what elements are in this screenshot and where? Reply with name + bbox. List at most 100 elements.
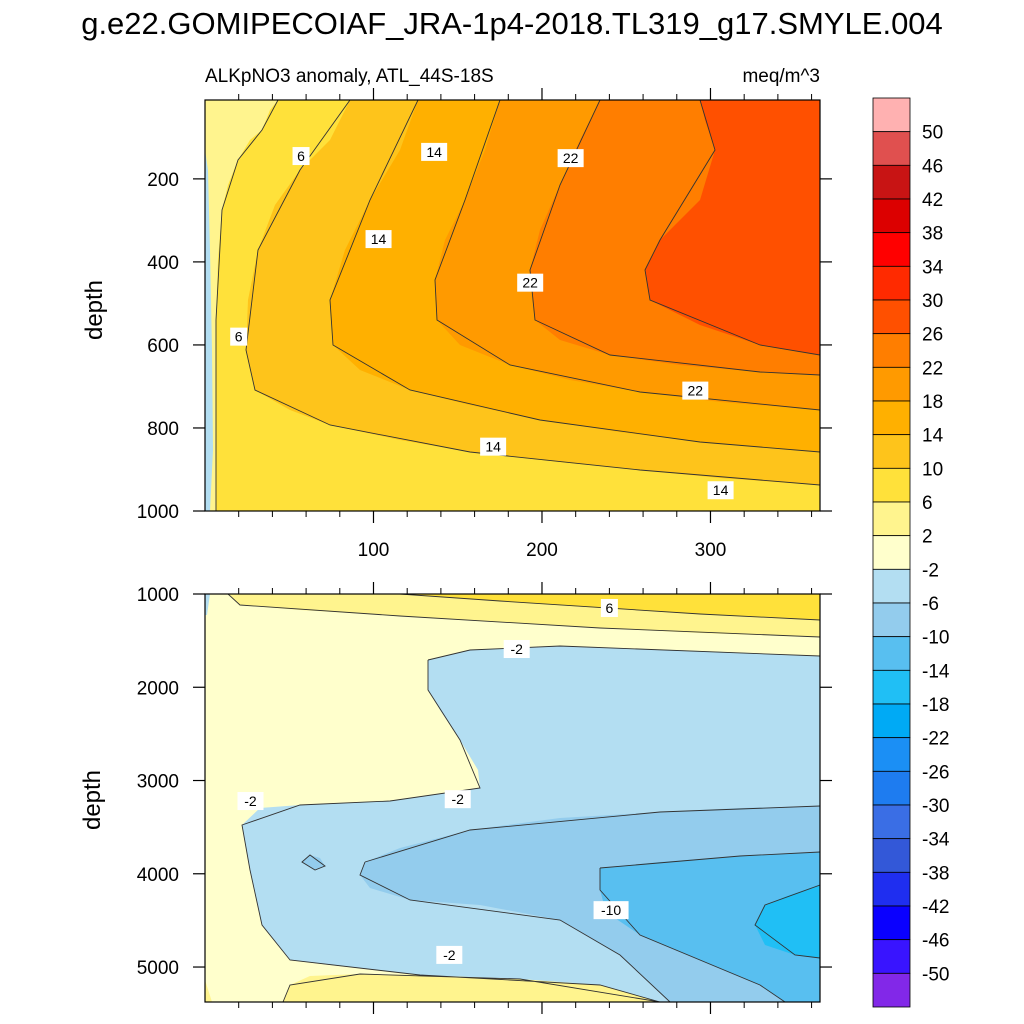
upper-contour-labels: 6 14 22 14 22 6 22 14 14 [230,142,734,500]
upper-axis-ticks: 200 400 600 800 1000 100 200 300 [137,88,832,561]
contour-label-box [421,142,448,161]
contour-label: -10 [601,902,621,918]
y-tick-label: 4000 [137,865,179,886]
contour-label: 22 [563,150,579,166]
colorbar-tick-label: -18 [922,695,949,716]
contour-label: 14 [426,144,442,160]
colorbar-swatch [872,602,911,638]
lower-fill-neg14-neg18 [755,885,820,958]
colorbar-tick-label: 2 [922,527,933,548]
colorbar-tick-label: -46 [922,931,949,952]
colorbar-swatch [872,434,911,469]
y-tick-label: 400 [147,253,179,274]
colorbar-swatch [872,905,911,941]
colorbar-tick-label: -42 [922,897,949,918]
x-tick-label: 100 [358,540,390,561]
colorbar-swatch [872,131,911,166]
colorbar-tick-label: 42 [922,190,943,211]
y-tick-label: 2000 [137,678,179,699]
upper-fill-neg-2 [205,150,213,511]
colorbar-swatch [872,400,911,436]
upper-left-label: ALKpNO3 anomaly, ATL_44S-18S [205,66,494,87]
colorbar-tick-label: 6 [922,493,933,514]
colorbar-swatch [872,770,911,806]
lower-contour-labels: 6 -2 -2 -2 -10 -2 [237,598,629,964]
colorbar-tick-label: -22 [922,729,949,750]
colorbar-swatch [872,972,911,1008]
colorbar-swatch [872,97,911,133]
colorbar-tick-label: -26 [922,762,949,783]
colorbar-tick-label: 18 [922,392,943,413]
contour-label-box [365,230,392,249]
colorbar-tick-label: 38 [922,224,943,245]
colorbar-tick-label: 26 [922,325,943,346]
colorbar-swatch [872,299,911,335]
upper-y-axis-label: depth [81,280,108,340]
y-tick-label: 3000 [137,772,179,793]
y-tick-label: 1000 [137,502,179,523]
colorbar-swatch [872,737,911,772]
upper-fill-26-30 [645,100,820,355]
contour-label: 6 [605,600,613,616]
upper-contour-lines [215,100,820,511]
contour-label: 22 [688,383,704,399]
colorbar-swatch [872,535,911,570]
contour-label: 14 [713,482,729,498]
contour-label-box [436,945,463,964]
lower-axis-ticks: 1000 2000 3000 4000 5000 [137,582,832,1014]
colorbar-tick-label: -14 [922,661,950,682]
colorbar-swatch [872,467,911,503]
colorbar-tick-label: -50 [922,964,949,985]
figure-title: g.e22.GOMIPECOIAF_JRA-1p4-2018.TL319_g17… [81,6,943,41]
colorbar-tick-label: 22 [922,358,943,379]
upper-units-label: meq/m^3 [742,66,820,87]
lower-contour-fills [205,594,820,1002]
colorbar-swatch [872,838,911,873]
colorbar-swatch [872,669,911,705]
colorbar-swatch [872,703,911,739]
colorbar-swatch [872,636,911,671]
contour-label: -2 [244,793,257,809]
colorbar-tick-label: 14 [922,426,944,447]
colorbar-tick-label: 34 [922,257,944,278]
y-tick-label: 5000 [137,958,179,979]
contour-label: -2 [443,947,456,963]
lower-plot-frame [204,593,821,1003]
contour-label-box [237,792,264,811]
colorbar-tick-label: -30 [922,796,949,817]
contour-label: 6 [297,148,305,164]
contour-label: 14 [485,439,501,455]
colorbar-swatch [872,198,911,234]
lower-fill-neg10-neg14 [600,852,820,1002]
colorbar-tick-label: 10 [922,459,943,480]
contour-label: 22 [522,275,538,291]
colorbar-swatch [872,232,911,267]
lower-fill-2-6-edge [205,980,212,1002]
colorbar-tick-label: -2 [922,560,939,581]
y-tick-label: 200 [147,170,179,191]
colorbar-swatch [872,265,911,301]
y-tick-label: 600 [147,336,179,357]
contour-label-box [517,273,544,292]
upper-plot-frame [204,99,821,512]
colorbar-swatch [872,804,911,840]
contour-label-box [480,437,507,456]
contour-label-box [707,481,734,500]
lower-y-axis-label: depth [79,770,106,830]
lower-fill-neg2-pocket [302,855,325,870]
colorbar-swatch [872,164,911,200]
lower-fill-neg2-left-edge [205,594,210,615]
x-tick-label: 300 [695,540,727,561]
y-tick-label: 800 [147,419,179,440]
colorbar-tick-label: -6 [922,594,939,615]
colorbar-tick-label: -38 [922,863,949,884]
contour-label: -2 [452,791,465,807]
contour-label-box [292,147,310,166]
contour-label: 14 [371,231,387,247]
colorbar: 50 46 42 38 34 30 26 22 18 14 10 6 2 -2 -6 -10 -14 -18 -22… [872,97,950,1008]
upper-fill-2-6 [205,100,278,511]
colorbar-swatch [872,333,911,368]
contour-label-box [444,790,471,809]
contour-label: -2 [510,641,523,657]
